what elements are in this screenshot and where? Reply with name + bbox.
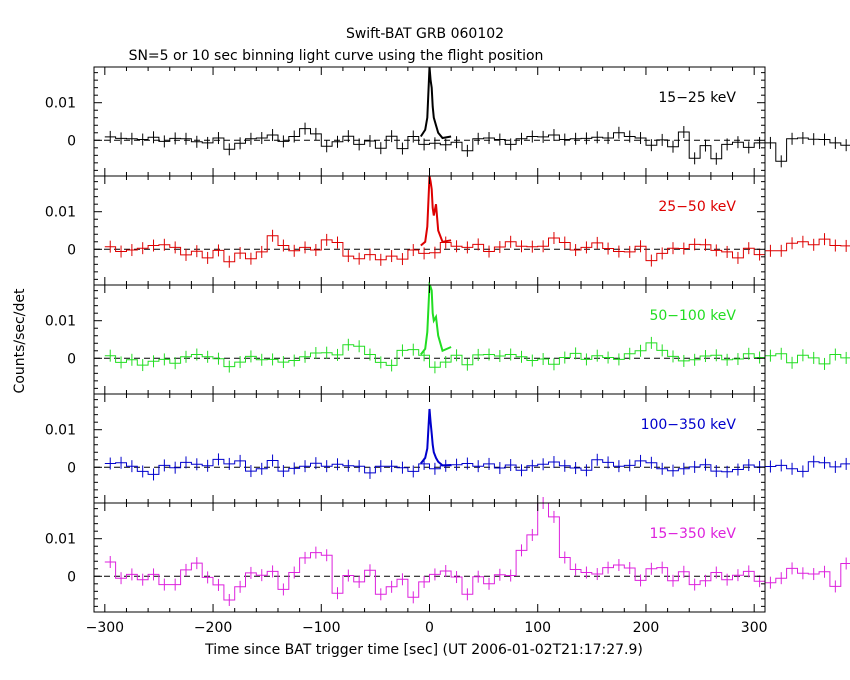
energy-band-label: 100−350 keV (641, 417, 737, 433)
x-tick-label: 0 (425, 620, 434, 636)
y-tick-label: 0 (67, 460, 76, 476)
x-axis-label: Time since BAT trigger time [sec] (UT 20… (204, 642, 643, 658)
y-tick-label: 0 (67, 133, 76, 149)
y-tick-label: 0.01 (45, 96, 76, 112)
y-tick-label: 0 (67, 351, 76, 367)
x-tick-label: −100 (302, 620, 340, 636)
energy-band-label: 15−25 keV (658, 90, 736, 106)
y-tick-label: 0.01 (45, 314, 76, 330)
burst-peak-line (420, 175, 452, 247)
series-step-line (104, 458, 850, 475)
x-tick-label: 100 (524, 620, 551, 636)
x-tick-label: −300 (86, 620, 124, 636)
x-tick-label: 300 (741, 620, 768, 636)
energy-band-label: 15−350 keV (649, 526, 736, 542)
panel-3: 0 0.01 50−100 keV (45, 281, 850, 395)
panel-frame (93, 502, 766, 613)
y-tick-label: 0 (67, 569, 76, 585)
energy-band-label: 50−100 keV (649, 308, 736, 324)
chart-subtitle: SN=5 or 10 sec binning light curve using… (129, 48, 544, 64)
y-axis-label: Counts/sec/det (12, 288, 28, 393)
y-tick-label: 0.01 (45, 423, 76, 439)
burst-peak-line (419, 66, 452, 140)
x-tick-label: −200 (194, 620, 232, 636)
burst-peak-line (420, 281, 452, 356)
panel-4: 0 0.01 100−350 keV (45, 393, 850, 504)
panel-1: 0 0.01 15−25 keV (45, 66, 850, 177)
series-step-line (104, 502, 850, 601)
y-tick-label: 0.01 (45, 532, 76, 548)
chart-title: Swift-BAT GRB 060102 (346, 26, 504, 42)
panel-5: 0 0.01 15−350 keV (45, 497, 850, 613)
panel-2: 0 0.01 25−50 keV (45, 175, 850, 286)
y-tick-label: 0.01 (45, 205, 76, 221)
x-tick-label: 200 (633, 620, 660, 636)
energy-band-label: 25−50 keV (658, 199, 736, 215)
burst-peak-line (420, 408, 452, 467)
y-tick-label: 0 (67, 242, 76, 258)
